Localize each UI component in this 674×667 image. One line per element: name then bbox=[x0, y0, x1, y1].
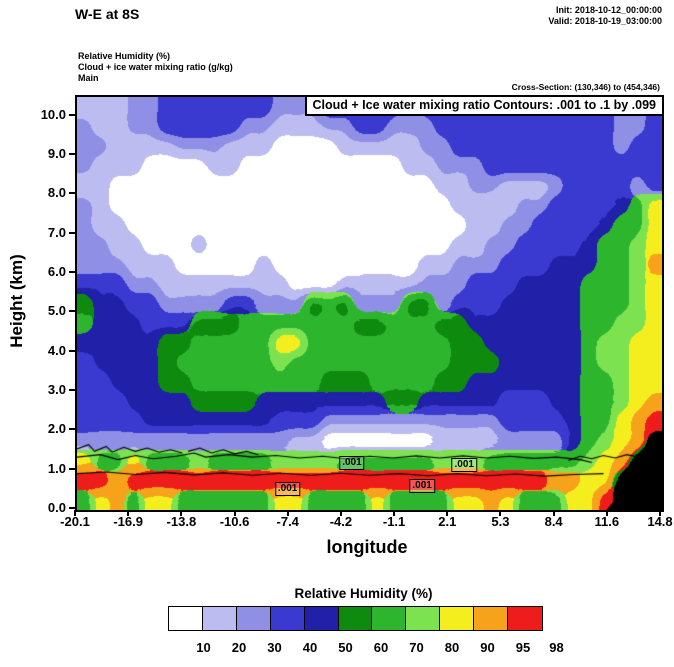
colorbar-cell bbox=[473, 606, 509, 631]
contour-value-label: .001 bbox=[274, 481, 301, 496]
x-tick-label: 14.8 bbox=[647, 514, 673, 529]
x-tick-label: -7.4 bbox=[276, 514, 299, 529]
y-tick-mark bbox=[69, 153, 75, 155]
init-time: Init: 2018-10-12_00:00:00 bbox=[555, 5, 662, 15]
colorbar-tick-label: 60 bbox=[373, 640, 389, 655]
field-info-line3: Main bbox=[78, 73, 99, 83]
colorbar-tick-label: 98 bbox=[549, 640, 564, 655]
colorbar-tick-label: 50 bbox=[338, 640, 353, 655]
colorbar-tick-label: 40 bbox=[302, 640, 318, 655]
y-tick-label: 2.0 bbox=[47, 421, 66, 437]
colorbar-cell bbox=[303, 606, 340, 631]
contour-value-label: .001 bbox=[339, 455, 365, 470]
field-info: Relative Humidity (%) Cloud + ice water … bbox=[78, 51, 233, 84]
colorbar-tick-label: 80 bbox=[444, 640, 460, 655]
x-tick-label: -13.8 bbox=[166, 514, 197, 529]
y-tick-label: 7.0 bbox=[47, 224, 66, 240]
colorbar-tick-label: 10 bbox=[196, 640, 211, 655]
colorbar-cell bbox=[168, 606, 204, 631]
colorbar-cell bbox=[439, 606, 475, 631]
colorbar-title: Relative Humidity (%) bbox=[294, 586, 433, 601]
x-tick-label: -1.1 bbox=[382, 514, 406, 529]
y-tick-label: 8.0 bbox=[47, 185, 66, 201]
x-tick-label: -20.1 bbox=[60, 514, 90, 529]
y-tick-label: 5.0 bbox=[47, 303, 66, 319]
x-tick-label: 5.3 bbox=[491, 514, 510, 529]
field-info-line2: Cloud + ice water mixing ratio (g/kg) bbox=[78, 62, 233, 72]
model-times: Init: 2018-10-12_00:00:00 Valid: 2018-10… bbox=[548, 5, 662, 27]
y-tick-mark bbox=[69, 507, 75, 509]
x-tick-mark bbox=[499, 510, 502, 516]
y-tick-label: 10.0 bbox=[40, 106, 66, 122]
colorbar-cell bbox=[337, 606, 374, 631]
x-tick-mark bbox=[286, 510, 289, 516]
y-tick-mark bbox=[69, 467, 75, 470]
colorbar-tick-label: 90 bbox=[480, 640, 495, 655]
colorbar-tick-label: 95 bbox=[515, 640, 531, 655]
x-tick-label: 2.1 bbox=[438, 514, 457, 529]
y-tick-label: 0.0 bbox=[47, 500, 66, 515]
x-tick-label: -10.6 bbox=[219, 514, 250, 529]
y-tick-mark bbox=[69, 428, 75, 431]
colorbar-cell bbox=[201, 606, 238, 631]
y-tick-mark bbox=[69, 271, 75, 273]
x-tick-label: -4.2 bbox=[329, 514, 353, 529]
y-tick-label: 1.0 bbox=[47, 460, 66, 476]
colorbar-cell bbox=[235, 606, 272, 631]
y-tick-mark bbox=[69, 192, 75, 195]
contour-interval-note: Cloud + Ice water mixing ratio Contours:… bbox=[304, 95, 664, 116]
rh-filled-contour-canvas bbox=[77, 97, 662, 510]
field-info-line1: Relative Humidity (%) bbox=[78, 51, 171, 61]
colorbar-cell bbox=[507, 606, 543, 631]
page-title: W-E at 8S bbox=[75, 6, 140, 22]
y-tick-mark bbox=[69, 231, 75, 234]
colorbar-tick-label: 70 bbox=[409, 640, 424, 655]
x-tick-mark bbox=[446, 510, 449, 516]
x-tick-mark bbox=[127, 510, 130, 516]
y-tick-mark bbox=[69, 349, 75, 352]
y-tick-mark bbox=[69, 310, 75, 313]
x-tick-mark bbox=[339, 510, 342, 516]
y-tick-label: 3.0 bbox=[47, 382, 66, 397]
cross-section-coords: Cross-Section: (130,346) to (454,346) bbox=[511, 82, 660, 92]
contour-value-label: .001 bbox=[409, 479, 435, 494]
x-tick-mark bbox=[180, 510, 183, 516]
colorbar-cell bbox=[269, 606, 306, 631]
y-tick-mark bbox=[69, 389, 75, 391]
x-axis-title: longitude bbox=[326, 537, 408, 557]
colorbar bbox=[168, 606, 543, 631]
x-tick-mark bbox=[393, 510, 396, 516]
x-tick-mark bbox=[552, 510, 555, 516]
x-tick-mark bbox=[605, 510, 608, 516]
x-tick-mark bbox=[659, 510, 661, 516]
x-tick-label: 8.4 bbox=[544, 514, 563, 529]
colorbar-tick-label: 30 bbox=[267, 640, 282, 655]
valid-time: Valid: 2018-10-19_03:00:00 bbox=[548, 16, 662, 26]
plot-area: Cloud + Ice water mixing ratio Contours:… bbox=[75, 95, 664, 512]
y-tick-label: 4.0 bbox=[47, 342, 66, 358]
y-tick-label: 9.0 bbox=[47, 146, 66, 161]
colorbar-cell bbox=[371, 606, 407, 631]
x-tick-mark bbox=[74, 510, 76, 516]
contour-value-label: .001 bbox=[451, 457, 477, 472]
y-tick-mark bbox=[69, 113, 75, 116]
x-tick-label: -16.9 bbox=[113, 514, 143, 529]
x-tick-mark bbox=[233, 510, 236, 516]
colorbar-tick-label: 20 bbox=[231, 640, 247, 655]
x-tick-label: 11.6 bbox=[594, 514, 620, 529]
y-tick-label: 6.0 bbox=[47, 264, 66, 279]
colorbar-cell bbox=[405, 606, 441, 631]
